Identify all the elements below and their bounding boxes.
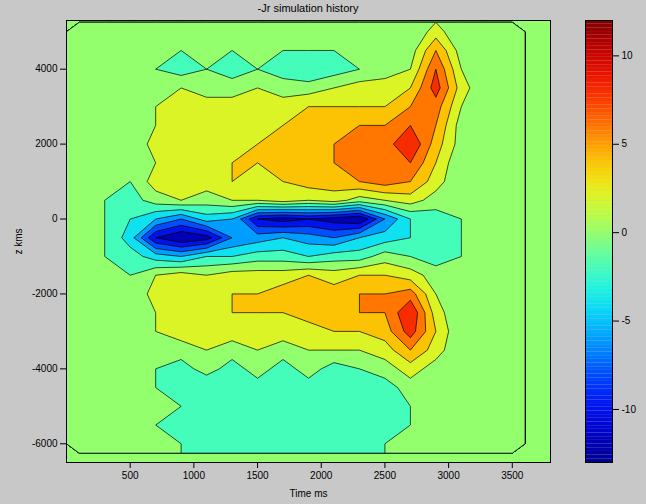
- svg-text:2000: 2000: [35, 138, 58, 149]
- svg-text:0: 0: [622, 227, 628, 238]
- svg-text:z kms: z kms: [13, 228, 24, 254]
- svg-text:Time ms: Time ms: [290, 488, 328, 499]
- svg-text:3500: 3500: [501, 470, 524, 481]
- svg-text:-2000: -2000: [32, 288, 58, 299]
- svg-text:2000: 2000: [310, 470, 333, 481]
- svg-text:2500: 2500: [374, 470, 397, 481]
- svg-text:10: 10: [622, 50, 634, 61]
- svg-text:-4000: -4000: [32, 363, 58, 374]
- svg-text:-5: -5: [622, 315, 631, 326]
- svg-text:1500: 1500: [246, 470, 269, 481]
- svg-text:-10: -10: [622, 404, 637, 415]
- svg-text:3000: 3000: [437, 470, 460, 481]
- svg-text:-6000: -6000: [32, 438, 58, 449]
- svg-text:1000: 1000: [183, 470, 206, 481]
- svg-text:5: 5: [622, 138, 628, 149]
- html-text:-Jr simulation history: -Jr simulation history: [257, 2, 359, 14]
- svg-text:0: 0: [52, 213, 58, 224]
- svg-text:4000: 4000: [35, 63, 58, 74]
- svg-text:500: 500: [122, 470, 139, 481]
